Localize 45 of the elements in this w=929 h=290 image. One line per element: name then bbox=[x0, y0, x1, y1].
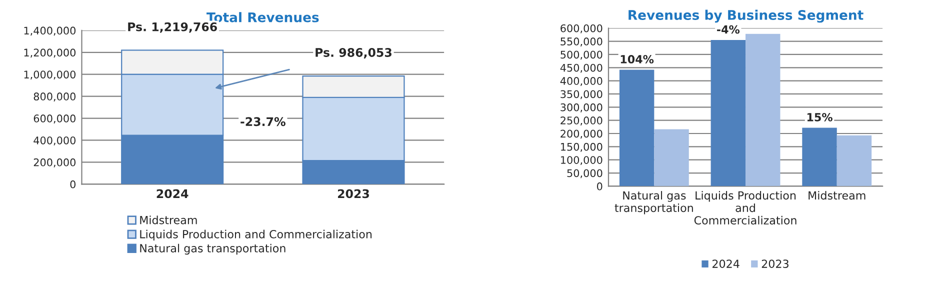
y-tick-label: 500,000 bbox=[560, 50, 602, 60]
bar bbox=[802, 128, 837, 186]
chart-title: Total Revenues bbox=[206, 12, 319, 22]
bar bbox=[836, 135, 872, 186]
legend-label: 2024 bbox=[712, 260, 740, 268]
annotation: 15% bbox=[807, 112, 832, 122]
x-tick-label: Liquids Production and Commercialization bbox=[694, 191, 796, 225]
bar bbox=[710, 40, 746, 186]
chart-title: Revenues by Business Segment bbox=[628, 10, 864, 23]
bar bbox=[654, 129, 689, 186]
bar bbox=[746, 34, 780, 186]
y-tick-label: 350,000 bbox=[560, 90, 602, 100]
y-tick-label: 200,000 bbox=[34, 158, 76, 168]
y-tick-label: 400,000 bbox=[560, 77, 602, 86]
legend-label: 2023 bbox=[762, 260, 788, 268]
y-tick-label: 0 bbox=[597, 182, 602, 190]
y-tick-label: 550,000 bbox=[560, 38, 602, 46]
y-tick-label: 0 bbox=[70, 180, 76, 188]
y-tick-label: 300,000 bbox=[560, 103, 602, 112]
y-tick-label: 150,000 bbox=[561, 142, 602, 152]
y-tick-label: 600,000 bbox=[34, 114, 76, 124]
legend-label: Midstream bbox=[140, 216, 197, 224]
y-tick-label: 800,000 bbox=[34, 92, 76, 102]
y-tick-label: 450,000 bbox=[560, 64, 602, 73]
y-tick-label: 250,000 bbox=[560, 116, 602, 126]
annotation: 104% bbox=[620, 55, 654, 64]
x-tick-label: Midstream bbox=[808, 191, 866, 200]
legend-label: Liquids Production and Commercialization bbox=[140, 230, 372, 241]
y-tick-label: 50,000 bbox=[567, 169, 602, 178]
y-tick-label: 1,000,000 bbox=[24, 70, 76, 80]
y-tick-label: 200,000 bbox=[560, 130, 602, 139]
annotation: Ps. 1,219,766 bbox=[128, 22, 217, 33]
legend-label: Natural gas transportation bbox=[140, 244, 286, 255]
x-tick-label: 2023 bbox=[338, 189, 369, 198]
y-tick-label: 600,000 bbox=[560, 24, 602, 34]
annotation: Ps. 986,053 bbox=[316, 48, 392, 58]
annotation: -4% bbox=[717, 25, 740, 34]
x-tick-label: Natural gas transportation bbox=[614, 191, 693, 214]
y-tick-label: 100,000 bbox=[561, 156, 602, 166]
bar bbox=[619, 70, 654, 186]
y-tick-label: 400,000 bbox=[34, 136, 76, 146]
x-tick-label: 2024 bbox=[156, 189, 188, 198]
y-tick-label: 1,400,000 bbox=[24, 26, 76, 36]
y-tick-label: 1,200,000 bbox=[24, 48, 76, 58]
annotation: -23.7% bbox=[240, 117, 286, 126]
